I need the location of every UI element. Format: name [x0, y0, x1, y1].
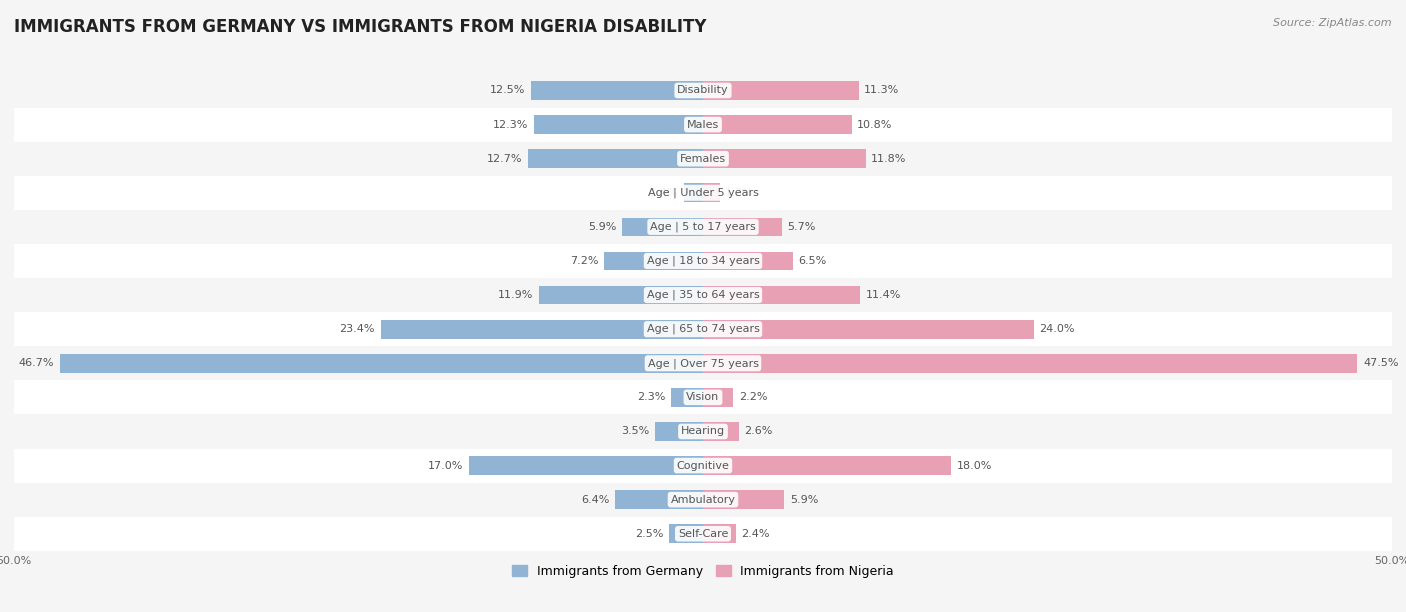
- Text: Age | 18 to 34 years: Age | 18 to 34 years: [647, 256, 759, 266]
- Bar: [14, 346, 1392, 380]
- Bar: [703, 354, 1358, 373]
- Bar: [533, 115, 703, 134]
- Bar: [14, 108, 1392, 141]
- Bar: [703, 388, 734, 407]
- Text: 12.7%: 12.7%: [486, 154, 523, 163]
- Text: Males: Males: [688, 119, 718, 130]
- Bar: [531, 81, 703, 100]
- Text: Age | 65 to 74 years: Age | 65 to 74 years: [647, 324, 759, 334]
- Text: Age | Over 75 years: Age | Over 75 years: [648, 358, 758, 368]
- Bar: [538, 286, 703, 304]
- Bar: [655, 422, 703, 441]
- Text: Age | 35 to 64 years: Age | 35 to 64 years: [647, 290, 759, 300]
- Text: 5.9%: 5.9%: [588, 222, 616, 232]
- Bar: [14, 278, 1392, 312]
- Bar: [381, 320, 703, 338]
- Text: 11.4%: 11.4%: [866, 290, 901, 300]
- Text: 11.9%: 11.9%: [498, 290, 533, 300]
- Text: 46.7%: 46.7%: [18, 358, 53, 368]
- Bar: [14, 176, 1392, 210]
- Bar: [621, 217, 703, 236]
- Text: 24.0%: 24.0%: [1039, 324, 1074, 334]
- Bar: [683, 184, 703, 202]
- Bar: [703, 217, 782, 236]
- Bar: [529, 149, 703, 168]
- Bar: [703, 456, 950, 475]
- Bar: [14, 73, 1392, 108]
- Text: 17.0%: 17.0%: [427, 461, 463, 471]
- Bar: [59, 354, 703, 373]
- Text: Vision: Vision: [686, 392, 720, 402]
- Bar: [14, 312, 1392, 346]
- Text: 12.5%: 12.5%: [489, 86, 526, 95]
- Bar: [14, 414, 1392, 449]
- Bar: [14, 449, 1392, 483]
- Text: 2.2%: 2.2%: [738, 392, 768, 402]
- Text: Ambulatory: Ambulatory: [671, 494, 735, 505]
- Bar: [703, 320, 1033, 338]
- Bar: [14, 483, 1392, 517]
- Bar: [703, 115, 852, 134]
- Text: Cognitive: Cognitive: [676, 461, 730, 471]
- Text: 2.4%: 2.4%: [741, 529, 770, 539]
- Text: 23.4%: 23.4%: [340, 324, 375, 334]
- Text: 18.0%: 18.0%: [956, 461, 991, 471]
- Bar: [14, 141, 1392, 176]
- Text: 6.4%: 6.4%: [581, 494, 609, 505]
- Text: 6.5%: 6.5%: [799, 256, 827, 266]
- Text: 47.5%: 47.5%: [1362, 358, 1399, 368]
- Bar: [703, 286, 860, 304]
- Bar: [703, 184, 720, 202]
- Text: 7.2%: 7.2%: [569, 256, 599, 266]
- Bar: [14, 517, 1392, 551]
- Text: Hearing: Hearing: [681, 427, 725, 436]
- Text: 2.3%: 2.3%: [637, 392, 666, 402]
- Bar: [703, 252, 793, 271]
- Text: 12.3%: 12.3%: [492, 119, 529, 130]
- Text: 10.8%: 10.8%: [858, 119, 893, 130]
- Bar: [703, 422, 738, 441]
- Text: Source: ZipAtlas.com: Source: ZipAtlas.com: [1274, 18, 1392, 28]
- Bar: [703, 490, 785, 509]
- Text: 1.4%: 1.4%: [650, 188, 678, 198]
- Text: 5.7%: 5.7%: [787, 222, 815, 232]
- Text: Age | 5 to 17 years: Age | 5 to 17 years: [650, 222, 756, 232]
- Text: Self-Care: Self-Care: [678, 529, 728, 539]
- Text: Disability: Disability: [678, 86, 728, 95]
- Text: 11.8%: 11.8%: [872, 154, 907, 163]
- Bar: [669, 524, 703, 543]
- Text: 2.5%: 2.5%: [634, 529, 664, 539]
- Bar: [614, 490, 703, 509]
- Text: 11.3%: 11.3%: [865, 86, 900, 95]
- Text: 1.2%: 1.2%: [725, 188, 754, 198]
- Text: 5.9%: 5.9%: [790, 494, 818, 505]
- Bar: [14, 244, 1392, 278]
- Text: 2.6%: 2.6%: [744, 427, 773, 436]
- Bar: [671, 388, 703, 407]
- Text: Age | Under 5 years: Age | Under 5 years: [648, 187, 758, 198]
- Text: 3.5%: 3.5%: [621, 427, 650, 436]
- Bar: [703, 149, 866, 168]
- Bar: [703, 81, 859, 100]
- Legend: Immigrants from Germany, Immigrants from Nigeria: Immigrants from Germany, Immigrants from…: [508, 560, 898, 583]
- Text: Females: Females: [681, 154, 725, 163]
- Bar: [603, 252, 703, 271]
- Text: IMMIGRANTS FROM GERMANY VS IMMIGRANTS FROM NIGERIA DISABILITY: IMMIGRANTS FROM GERMANY VS IMMIGRANTS FR…: [14, 18, 707, 36]
- Bar: [703, 524, 737, 543]
- Bar: [468, 456, 703, 475]
- Bar: [14, 210, 1392, 244]
- Bar: [14, 380, 1392, 414]
